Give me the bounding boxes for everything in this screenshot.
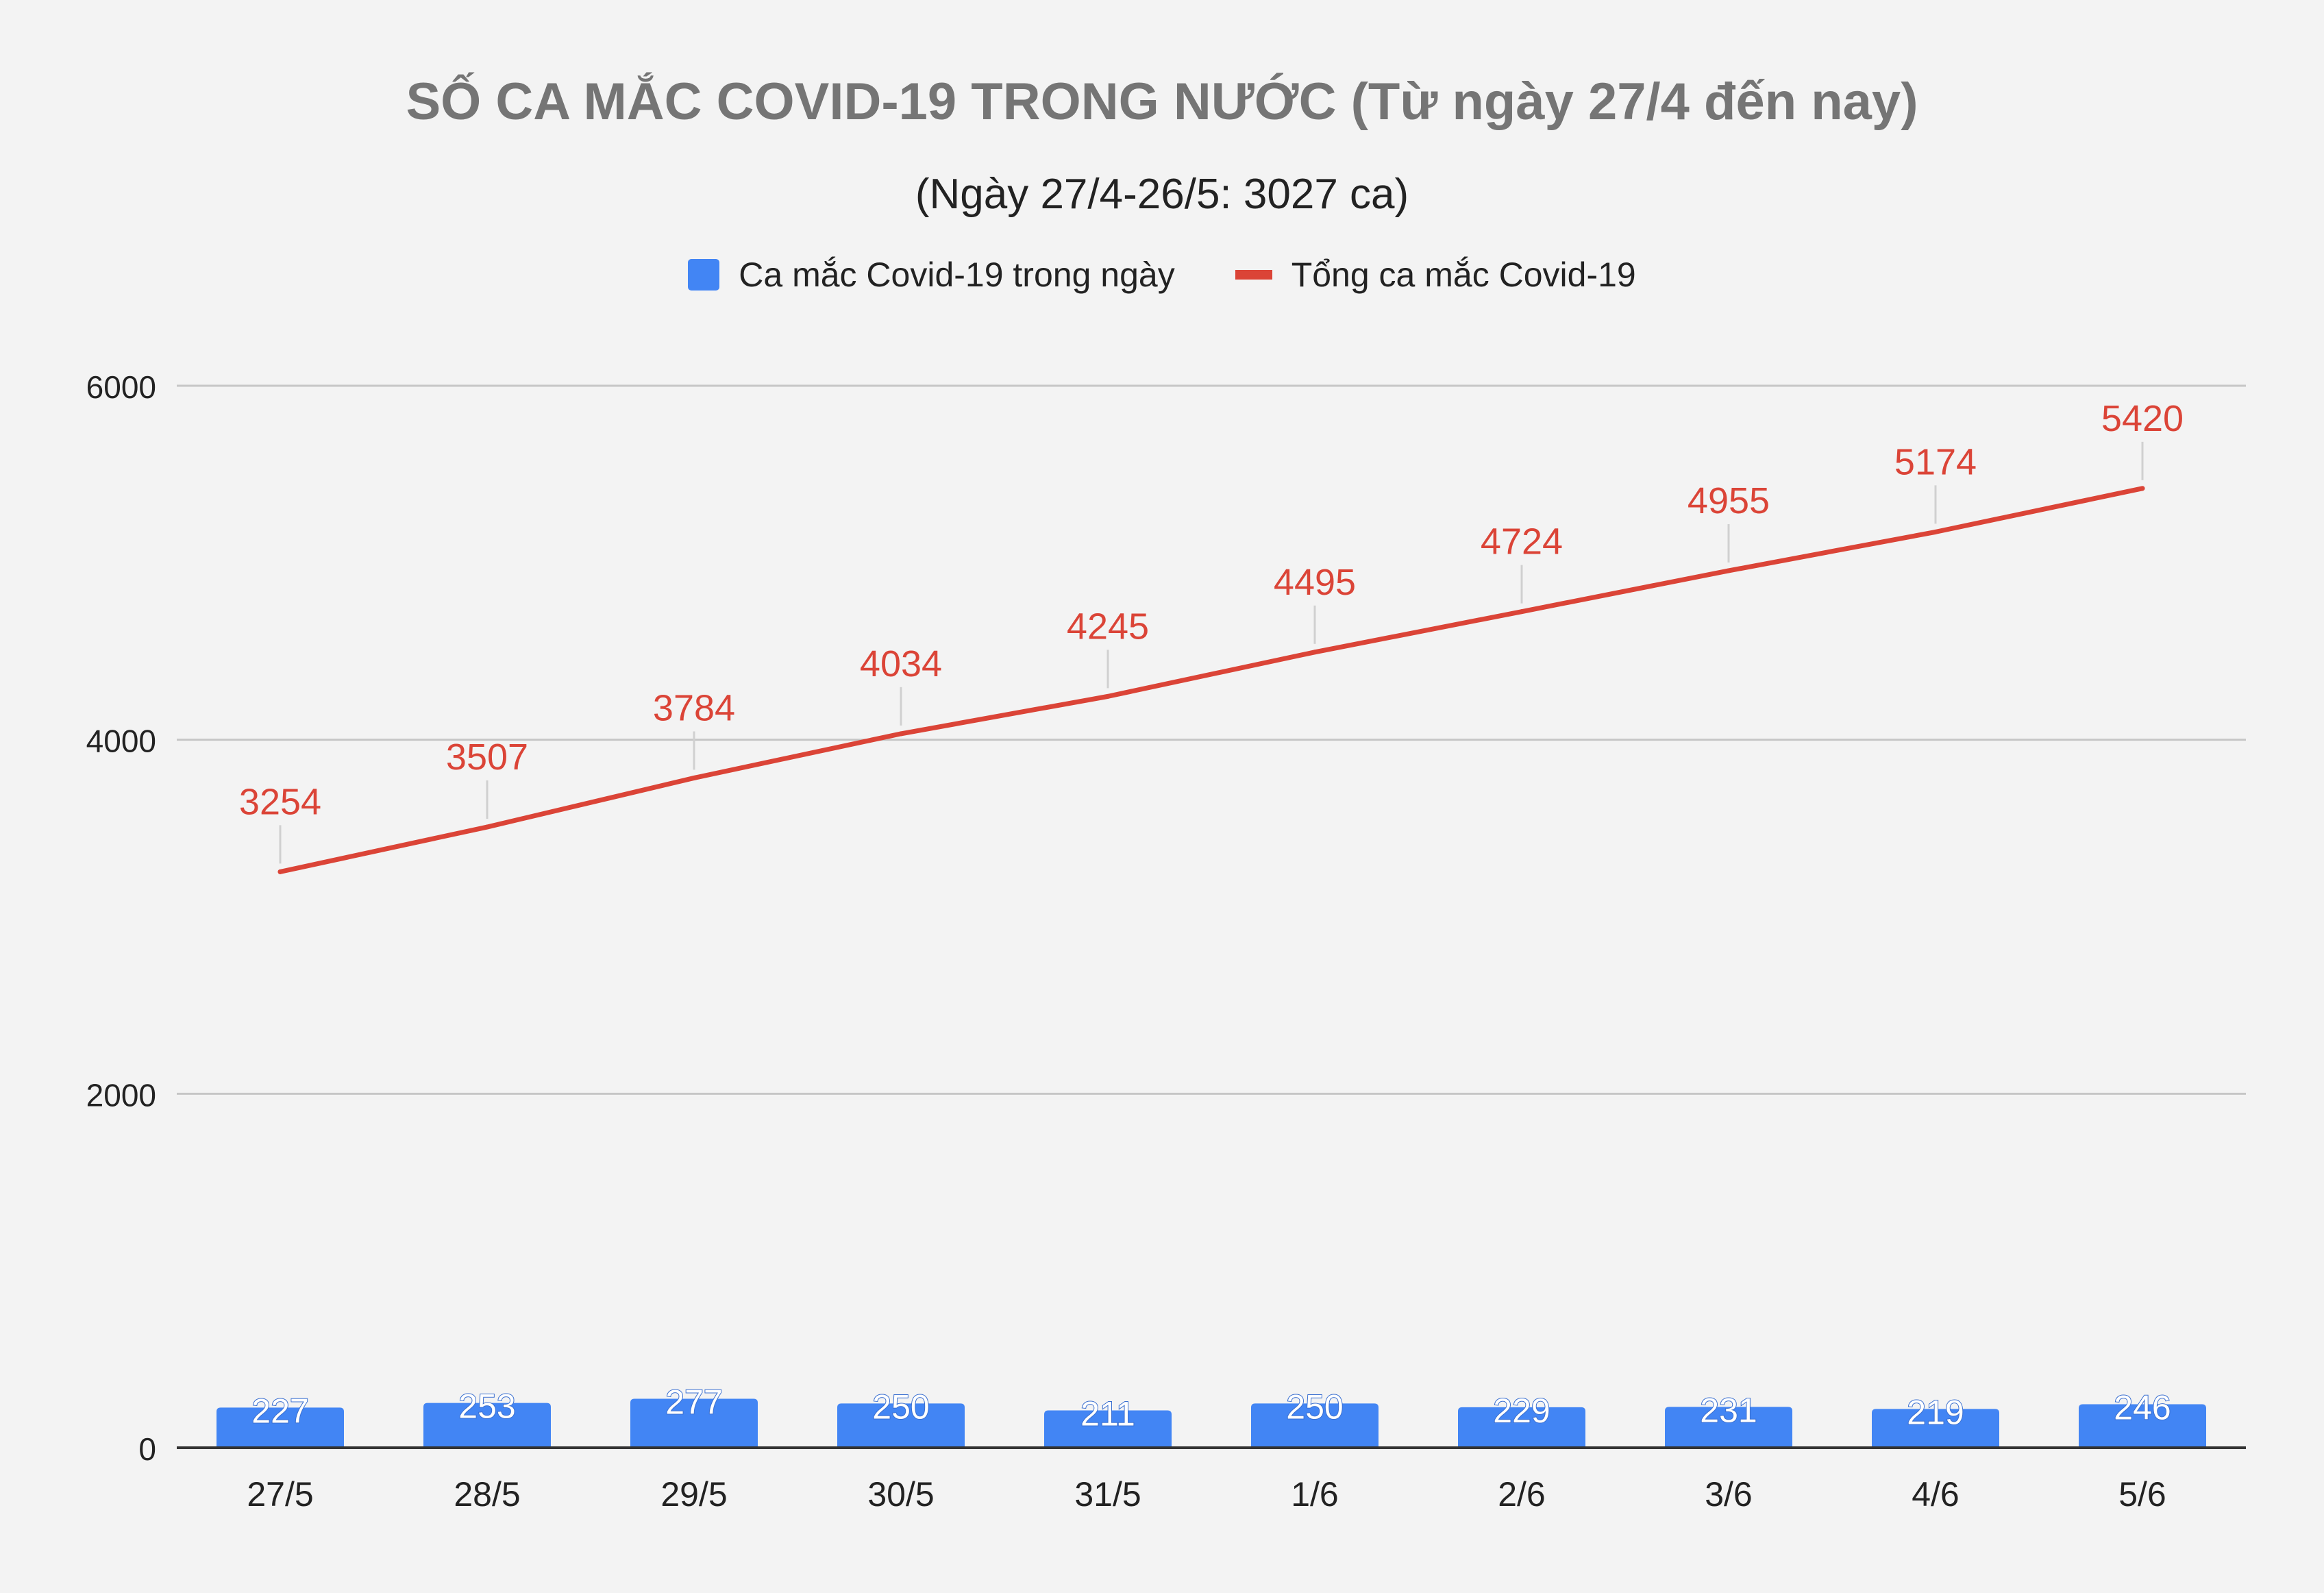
- total-cases-point-5: [1312, 650, 1318, 655]
- total-cases-point-2: [691, 775, 697, 780]
- y-tick-label-2: 4000: [86, 724, 156, 759]
- total-cases-point-9: [2140, 486, 2145, 491]
- x-tick-label-9: 5/6: [2118, 1475, 2166, 1514]
- bar-2: [630, 1398, 758, 1448]
- total-cases-point-0: [277, 869, 283, 874]
- x-tick-label-3: 30/5: [867, 1475, 934, 1514]
- line-value-label-1: 3507: [446, 737, 528, 778]
- bar-0: [217, 1407, 344, 1448]
- bar-7: [1665, 1407, 1792, 1448]
- bar-9: [2079, 1404, 2206, 1448]
- chart-title: SỐ CA MẮC COVID-19 TRONG NƯỚC (Từ ngày 2…: [406, 73, 1918, 131]
- bar-value-label-8: 219: [1907, 1393, 1964, 1431]
- bar-3: [837, 1403, 965, 1448]
- bar-8: [1872, 1409, 1999, 1448]
- legend-label-daily-cases: Ca mắc Covid-19 trong ngày: [739, 256, 1175, 294]
- line-value-label-9: 5420: [2101, 398, 2184, 439]
- line-value-label-8: 5174: [1894, 441, 1977, 482]
- x-tick-label-1: 28/5: [454, 1475, 520, 1514]
- total-cases-point-1: [484, 824, 490, 830]
- total-cases-line: [277, 486, 2145, 874]
- line-value-label-2: 3784: [653, 687, 735, 728]
- bar-value-label-4: 211: [1080, 1394, 1135, 1433]
- bar-value-label-5: 250: [1286, 1387, 1343, 1426]
- line-value-label-7: 4955: [1688, 480, 1770, 521]
- bar-value-label-2: 277: [665, 1383, 722, 1421]
- bar-6: [1458, 1407, 1585, 1448]
- total-cases-point-4: [1105, 693, 1111, 699]
- line-value-label-4: 4245: [1067, 606, 1149, 647]
- y-tick-label-1: 2000: [86, 1077, 156, 1113]
- bar-5: [1251, 1403, 1379, 1448]
- total-cases-point-3: [898, 731, 904, 737]
- bar-1: [423, 1403, 551, 1448]
- y-tick-label-3: 6000: [86, 369, 156, 405]
- total-cases-point-6: [1519, 609, 1524, 615]
- legend-item-total-cases: Tổng ca mắc Covid-19: [1235, 255, 1636, 295]
- x-tick-label-7: 3/6: [1705, 1475, 1753, 1514]
- bar-value-label-6: 229: [1493, 1392, 1550, 1430]
- total-cases-point-8: [1933, 529, 1938, 534]
- x-tick-label-4: 31/5: [1074, 1475, 1141, 1514]
- bar-value-label-0: 227: [251, 1392, 308, 1430]
- legend-label-total-cases: Tổng ca mắc Covid-19: [1291, 256, 1636, 294]
- x-tick-label-2: 29/5: [660, 1475, 727, 1514]
- x-tick-label-5: 1/6: [1291, 1475, 1339, 1514]
- bar-value-label-1: 253: [458, 1387, 515, 1426]
- line-value-label-6: 4724: [1481, 521, 1563, 563]
- bar-value-label-3: 250: [872, 1387, 929, 1426]
- x-tick-label-8: 4/6: [1912, 1475, 1960, 1514]
- bar-4: [1044, 1410, 1172, 1448]
- x-tick-label-6: 2/6: [1498, 1475, 1546, 1514]
- legend-item-daily-cases: Ca mắc Covid-19 trong ngày: [688, 255, 1175, 295]
- line-value-label-5: 4495: [1274, 562, 1356, 603]
- legend-swatch-line: [1235, 270, 1272, 280]
- legend: Ca mắc Covid-19 trong ngày Tổng ca mắc C…: [0, 255, 2324, 295]
- chart-subtitle: (Ngày 27/4-26/5: 3027 ca): [915, 171, 1409, 218]
- total-cases-point-7: [1726, 568, 1731, 573]
- bar-value-label-9: 246: [2114, 1388, 2171, 1427]
- bar-value-label-7: 231: [1700, 1391, 1757, 1429]
- legend-swatch-bar: [688, 259, 720, 291]
- y-tick-label-0: 0: [138, 1431, 156, 1467]
- line-value-label-0: 3254: [239, 781, 321, 822]
- line-value-label-3: 4034: [860, 643, 942, 684]
- x-tick-label-0: 27/5: [247, 1475, 313, 1514]
